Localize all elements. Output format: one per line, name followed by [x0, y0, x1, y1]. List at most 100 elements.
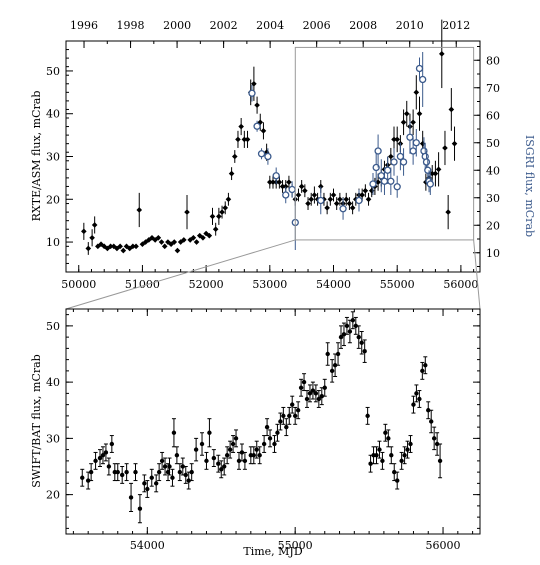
top-x-tick-label: 55000 [380, 278, 415, 291]
bottom-y-tick-label: 40 [46, 376, 60, 389]
bat-point [429, 419, 434, 424]
asm-point [101, 243, 108, 250]
isgri-point [288, 185, 296, 194]
isgri-point [253, 122, 261, 130]
asm-point [193, 239, 200, 245]
isgri-point [426, 180, 434, 188]
bat-point [257, 453, 262, 458]
top-y-tick-label: 30 [46, 151, 60, 164]
bat-point [278, 419, 283, 424]
bat-point [251, 453, 256, 458]
isgri-point [374, 147, 382, 155]
top-y-right-tick-label: 40 [486, 164, 500, 177]
bat-point [325, 351, 330, 357]
bat-point [301, 379, 307, 385]
asm-point [400, 119, 407, 126]
bottom-panel: 54000 55000 56000 20 30 40 50 SWIFT/BAT flux, … [30, 308, 481, 558]
bat-point [137, 506, 143, 511]
isgri-point [409, 147, 417, 155]
top-y-tick-label: 50 [46, 65, 60, 78]
top-y-right-tick-label: 20 [486, 219, 500, 232]
asm-point [123, 243, 130, 250]
bat-point [100, 453, 106, 458]
bat-point [408, 441, 413, 447]
asm-point [413, 89, 420, 96]
bat-point [199, 441, 205, 447]
bat-point [374, 453, 379, 458]
top-x-tick-label: 51000 [125, 278, 160, 291]
bottom-x-tick-label: 54000 [130, 539, 165, 552]
asm-point [445, 209, 451, 215]
isgri-point [282, 191, 290, 199]
asm-point [270, 179, 276, 185]
top-year-tick-label: 2000 [163, 19, 191, 32]
bat-point [313, 391, 319, 396]
asm-point [419, 140, 426, 147]
bat-point [211, 455, 217, 461]
bat-point [106, 464, 112, 469]
asm-point [225, 196, 232, 203]
asm-point [200, 234, 206, 241]
asm-point [308, 196, 315, 203]
asm-point [126, 245, 133, 252]
asm-point [136, 207, 143, 213]
asm-point [276, 179, 283, 185]
bat-point [298, 385, 304, 390]
bat-point [88, 469, 94, 475]
top-y-right-tick-label: 80 [486, 54, 500, 67]
asm-point [181, 237, 187, 243]
asm-point [206, 232, 213, 239]
top-x-tick-label: 56000 [443, 278, 478, 291]
asm-point [235, 136, 241, 143]
asm-point [184, 209, 190, 215]
isgri-point [399, 158, 408, 166]
bat-point [287, 413, 292, 419]
bat-point [233, 436, 239, 441]
isgri-point [317, 196, 325, 205]
bat-point [431, 436, 437, 441]
asm-point [368, 187, 375, 194]
bat-point [359, 340, 364, 345]
asm-point [365, 196, 372, 203]
bat-point [85, 478, 91, 483]
isgri-point [412, 139, 420, 147]
asm-point [337, 196, 343, 203]
top-y-tick-label: 10 [46, 236, 60, 249]
bat-point [423, 363, 428, 368]
zoom-connector-right [473, 239, 481, 310]
top-y-right-tick-label: 50 [486, 137, 500, 150]
asm-point [174, 247, 181, 254]
top-year-tick-label: 2002 [210, 19, 238, 32]
asm-point [362, 187, 369, 194]
bat-point [392, 469, 397, 475]
isgri-point [272, 172, 280, 180]
bat-point [222, 464, 227, 469]
isgri-point [248, 89, 256, 97]
asm-point [317, 183, 324, 190]
asm-point [89, 234, 95, 241]
top-y-right-tick-label: 70 [486, 82, 500, 95]
top-year-tick-label: 2008 [349, 19, 377, 32]
asm-point [98, 241, 104, 247]
bat-point [97, 455, 103, 461]
asm-point [228, 170, 235, 177]
bat-point [329, 368, 335, 374]
top-x-tick-label: 53000 [252, 278, 287, 291]
bottom-y-axis-title: SWIFT/BAT flux, mCrab [30, 354, 43, 487]
bat-point [411, 402, 416, 407]
bat-point [93, 458, 98, 464]
top-year-tick-label: 1996 [70, 19, 98, 32]
asm-point [302, 187, 308, 194]
bat-point [420, 368, 425, 374]
bat-point [219, 467, 224, 472]
bat-point [347, 329, 353, 334]
asm-point [298, 183, 305, 190]
asm-point [117, 243, 123, 250]
isgri-point [415, 64, 424, 73]
asm-point [375, 179, 381, 185]
bottom-x-axis-title: Time, MJD [243, 545, 302, 558]
bat-point [186, 478, 191, 483]
asm-point [432, 170, 439, 177]
bat-point [368, 461, 373, 466]
asm-point [403, 110, 410, 117]
